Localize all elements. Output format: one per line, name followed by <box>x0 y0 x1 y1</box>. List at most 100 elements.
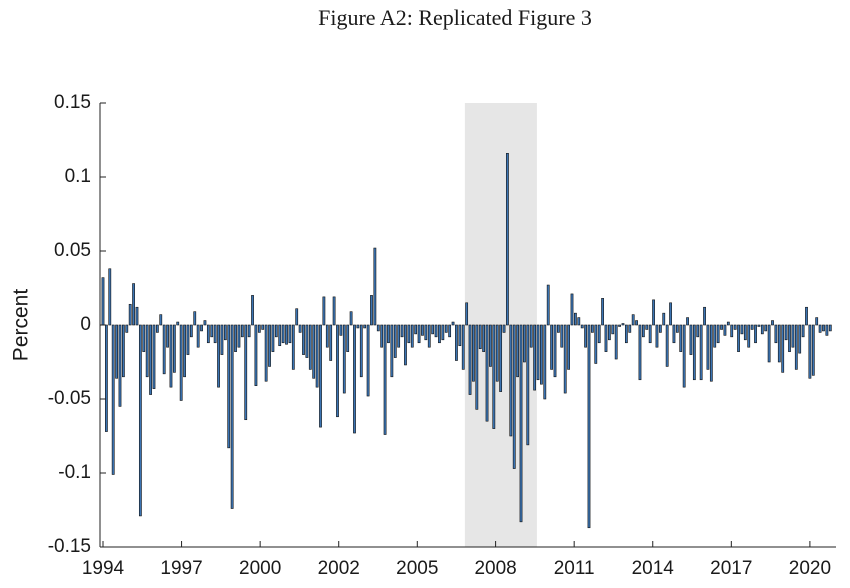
bar <box>689 324 693 355</box>
bar <box>631 314 635 326</box>
bar <box>591 324 594 333</box>
bar <box>580 324 584 329</box>
bar <box>244 324 248 421</box>
bar <box>257 324 261 333</box>
bar <box>713 324 717 348</box>
bar <box>526 324 530 446</box>
bar <box>125 324 129 333</box>
bar <box>601 298 604 326</box>
bar <box>468 324 472 395</box>
x-tick-label: 2011 <box>554 558 595 579</box>
bar <box>152 324 156 389</box>
y-tick-label: 0.15 <box>54 92 91 113</box>
bar <box>584 324 587 348</box>
y-tick-label: 0 <box>80 314 91 335</box>
bar <box>519 324 523 523</box>
bar <box>268 324 271 367</box>
bar <box>118 324 122 407</box>
bar <box>230 324 234 509</box>
bar <box>397 324 401 348</box>
bar <box>567 324 570 370</box>
bar <box>370 295 373 326</box>
bar <box>128 303 132 326</box>
bar <box>264 324 268 382</box>
bar <box>560 324 564 348</box>
bar <box>730 324 734 338</box>
bar <box>529 324 533 348</box>
bar <box>376 324 380 332</box>
bar <box>404 324 407 366</box>
bar <box>108 268 112 326</box>
bar <box>604 324 608 352</box>
bar <box>553 324 557 378</box>
bar <box>234 324 237 352</box>
bar <box>777 324 781 363</box>
bar <box>366 324 370 397</box>
bar <box>251 295 254 326</box>
bar <box>723 324 727 336</box>
bar <box>145 324 149 378</box>
bar <box>740 324 744 335</box>
bar <box>407 324 411 344</box>
bar <box>356 324 360 329</box>
y-tick-label: 0.05 <box>54 240 91 261</box>
bar <box>390 324 394 378</box>
bar <box>288 324 292 344</box>
bar <box>594 324 598 364</box>
bar <box>441 324 445 341</box>
bar <box>135 306 139 326</box>
bar <box>169 324 173 388</box>
bar <box>336 324 339 418</box>
bar <box>607 324 611 341</box>
bar <box>203 320 207 326</box>
bar <box>641 324 645 338</box>
bar <box>383 324 387 435</box>
bar <box>743 324 747 341</box>
x-tick-label: 2008 <box>474 558 516 579</box>
bar <box>489 324 492 367</box>
bar <box>645 324 649 330</box>
bar <box>315 324 319 388</box>
bar <box>223 324 227 341</box>
bar <box>105 324 108 432</box>
bar <box>478 324 482 349</box>
bar <box>291 324 295 370</box>
bar <box>482 324 486 352</box>
bar <box>115 324 118 379</box>
bar <box>536 324 540 381</box>
bar <box>455 324 458 361</box>
bar <box>138 324 142 517</box>
bar <box>329 324 333 361</box>
bar <box>254 324 258 386</box>
bar <box>805 306 808 326</box>
y-axis-label: Percent <box>10 289 33 362</box>
bar <box>703 306 706 326</box>
bar <box>363 324 367 329</box>
x-tick-label: 1994 <box>82 558 125 579</box>
bar <box>754 324 757 344</box>
bar <box>155 324 159 333</box>
bar <box>506 153 509 326</box>
bar <box>414 324 418 335</box>
bar <box>648 324 652 344</box>
bar <box>281 324 285 344</box>
bar <box>788 324 791 352</box>
bar <box>682 324 686 388</box>
bar <box>828 324 832 332</box>
bar <box>186 324 190 355</box>
y-tick-label: -0.1 <box>58 462 91 483</box>
bar <box>359 324 363 378</box>
bar <box>196 324 200 348</box>
bar <box>757 324 761 327</box>
bar <box>696 324 700 338</box>
bar <box>339 324 343 336</box>
bar <box>675 324 679 333</box>
bar <box>451 321 455 326</box>
bar <box>322 296 326 326</box>
bar <box>638 324 642 381</box>
bar <box>764 324 768 332</box>
bar <box>305 324 309 358</box>
bar <box>499 324 503 392</box>
bar <box>475 324 479 410</box>
bar <box>577 317 581 326</box>
